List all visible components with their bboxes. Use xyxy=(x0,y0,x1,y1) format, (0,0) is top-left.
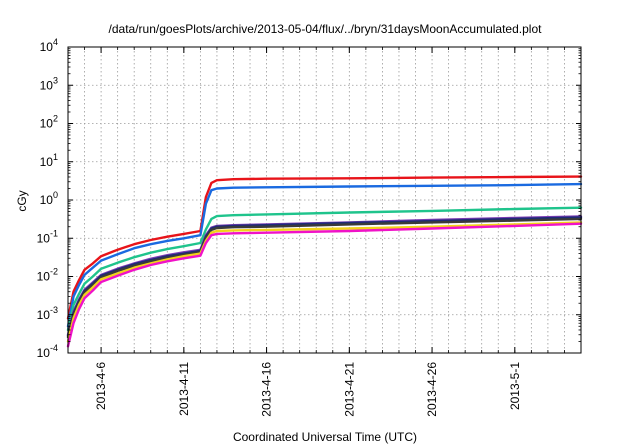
x-tick-label: 2013-4-26 xyxy=(425,362,439,417)
y-tick-label: 102 xyxy=(40,114,58,131)
y-tick-label: 10-2 xyxy=(37,267,58,284)
y-tick-label: 10-1 xyxy=(37,228,58,245)
y-tick-exponent: -1 xyxy=(50,228,58,238)
y-tick-label: 101 xyxy=(40,152,58,169)
series-line-1 xyxy=(66,175,583,320)
y-tick-exponent: 4 xyxy=(53,37,58,47)
x-tick-label: 2013-5-1 xyxy=(508,362,522,410)
x-tick-label: 2013-4-11 xyxy=(177,362,191,416)
y-axis-label: cGy xyxy=(15,190,29,211)
x-tick-label: 2013-4-21 xyxy=(342,362,356,417)
x-tick-label: 2013-4-16 xyxy=(260,362,274,417)
series-line-8 xyxy=(66,222,583,348)
y-tick-exponent: 2 xyxy=(53,114,58,124)
chart-title: /data/run/goesPlots/archive/2013-05-04/f… xyxy=(109,22,543,36)
grid xyxy=(68,47,581,353)
series-group xyxy=(66,175,583,348)
y-tick-exponent: 0 xyxy=(53,190,58,200)
x-tick-label: 2013-4-6 xyxy=(94,362,108,410)
y-tick-exponent: 1 xyxy=(53,152,58,162)
series-line-4 xyxy=(66,215,583,336)
series-line-3 xyxy=(66,206,583,332)
series-line-6 xyxy=(66,217,583,339)
y-tick-label: 10-4 xyxy=(37,343,58,360)
y-tick-exponent: 3 xyxy=(53,75,58,85)
y-tick-label: 10-3 xyxy=(37,305,58,322)
x-axis-label: Coordinated Universal Time (UTC) xyxy=(233,430,417,444)
y-tick-exponent: -3 xyxy=(50,305,58,315)
y-tick-label: 100 xyxy=(40,190,58,207)
y-tick-exponent: -2 xyxy=(50,267,58,277)
y-tick-label: 103 xyxy=(40,75,58,92)
series-line-7 xyxy=(66,221,583,343)
series-line-2 xyxy=(66,182,583,328)
y-tick-exponent: -4 xyxy=(50,343,58,353)
y-tick-label: 104 xyxy=(40,37,58,54)
